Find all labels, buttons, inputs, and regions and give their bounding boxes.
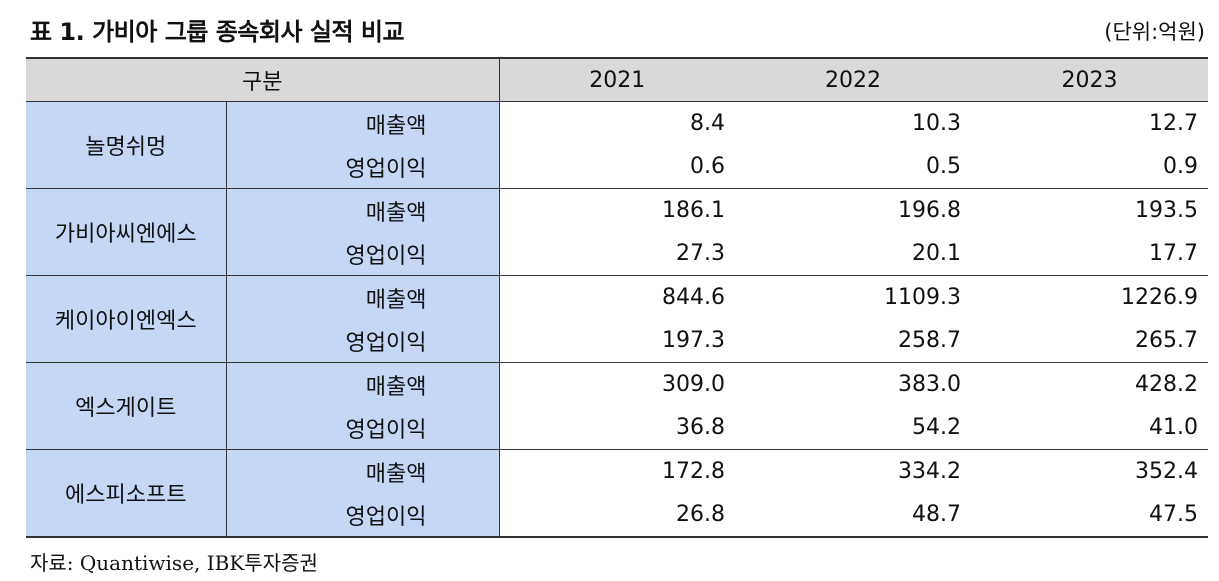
header-year: 2023 <box>971 57 1209 102</box>
table-row: 영업이익 36.8 54.2 41.0 <box>26 406 1209 450</box>
value-cell: 309.0 <box>662 372 726 397</box>
value-cell: 27.3 <box>499 232 736 276</box>
value-cell: 193.5 <box>1135 198 1199 223</box>
metric-label: 매출액 <box>226 275 500 319</box>
value-cell: 1109.3 <box>884 285 962 310</box>
table-row: 에스피소프트 매출액 172.8 334.2 352.4 <box>26 449 1208 538</box>
value-cell: 20.1 <box>735 232 972 276</box>
value-cell: 41.0 <box>971 406 1209 450</box>
metric-label: 영업이익 <box>226 493 500 538</box>
value-cell: 172.8 <box>662 459 726 484</box>
header-group: 구분 <box>26 57 500 102</box>
table-title: 표 1. 가비아 그룹 종속회사 실적 비교 <box>30 18 405 46</box>
metric-label: 영업이익 <box>226 406 500 450</box>
value-cell: 48.7 <box>735 493 972 538</box>
table-row: 영업이익 0.6 0.5 0.9 <box>26 145 1209 189</box>
value-cell: 10.3 <box>912 111 962 136</box>
company-name: 가비아씨엔에스 <box>26 188 227 276</box>
value-cell: 352.4 <box>1135 459 1199 484</box>
company-group: 가비아씨엔에스 매출액 186.1 196.8 193.5 영업이익 27.3 … <box>26 188 1209 276</box>
value-cell: 12.7 <box>1149 111 1199 136</box>
value-cell: 54.2 <box>735 406 972 450</box>
header-row: 구분 2021 2022 2023 <box>26 57 1209 102</box>
value-cell: 844.6 <box>662 285 726 310</box>
company-group: 케이아이엔엑스 매출액 844.6 1109.3 1226.9 영업이익 197… <box>26 275 1209 363</box>
value-cell: 1226.9 <box>1121 285 1199 310</box>
value-cell: 0.5 <box>735 145 972 189</box>
company-name: 에스피소프트 <box>26 449 227 538</box>
table-row: 영업이익 26.8 48.7 47.5 <box>26 493 1209 538</box>
table-row: 케이아이엔엑스 매출액 844.6 1109.3 1226.9 <box>26 275 1208 363</box>
company-name: 놀명쉬멍 <box>26 101 227 189</box>
metric-label: 영업이익 <box>226 319 500 363</box>
metric-label: 매출액 <box>226 188 500 232</box>
company-group: 놀명쉬멍 매출액 8.4 10.3 12.7 영업이익 0.6 0.5 0.9 <box>26 101 1209 189</box>
value-cell: 186.1 <box>662 198 726 223</box>
value-cell: 265.7 <box>971 319 1209 363</box>
metric-label: 매출액 <box>226 362 500 406</box>
table-row: 영업이익 27.3 20.1 17.7 <box>26 232 1209 276</box>
value-cell: 8.4 <box>690 111 726 136</box>
metric-label: 매출액 <box>226 101 500 145</box>
value-cell: 0.9 <box>971 145 1209 189</box>
table-row: 가비아씨엔에스 매출액 186.1 196.8 193.5 <box>26 188 1208 276</box>
metric-label: 영업이익 <box>226 145 500 189</box>
source-note: 자료: Quantiwise, IBK투자증권 <box>30 551 318 575</box>
company-name: 케이아이엔엑스 <box>26 275 227 363</box>
value-cell: 383.0 <box>898 372 962 397</box>
header-year: 2022 <box>735 57 972 102</box>
value-cell: 26.8 <box>499 493 736 538</box>
value-cell: 0.6 <box>499 145 736 189</box>
value-cell: 196.8 <box>898 198 962 223</box>
financials-table: 구분 2021 2022 2023 놀명쉬멍 매출액 8.4 10.3 12.7… <box>26 57 1209 538</box>
value-cell: 197.3 <box>499 319 736 363</box>
company-group: 에스피소프트 매출액 172.8 334.2 352.4 영업이익 26.8 4… <box>26 449 1209 538</box>
value-cell: 334.2 <box>898 459 962 484</box>
metric-label: 매출액 <box>226 449 500 493</box>
table-row: 엑스게이트 매출액 309.0 383.0 428.2 <box>26 362 1208 450</box>
value-cell: 17.7 <box>971 232 1209 276</box>
metric-label: 영업이익 <box>226 232 500 276</box>
company-group: 엑스게이트 매출액 309.0 383.0 428.2 영업이익 36.8 54… <box>26 362 1209 450</box>
unit-label: (단위:억원) <box>1104 20 1205 44</box>
value-cell: 36.8 <box>499 406 736 450</box>
header-year: 2021 <box>499 57 736 102</box>
value-cell: 258.7 <box>735 319 972 363</box>
value-cell: 428.2 <box>1135 372 1199 397</box>
value-cell: 47.5 <box>971 493 1209 538</box>
company-name: 엑스게이트 <box>26 362 227 450</box>
table-row: 영업이익 197.3 258.7 265.7 <box>26 319 1209 363</box>
table-row: 놀명쉬멍 매출액 8.4 10.3 12.7 <box>26 101 1208 189</box>
